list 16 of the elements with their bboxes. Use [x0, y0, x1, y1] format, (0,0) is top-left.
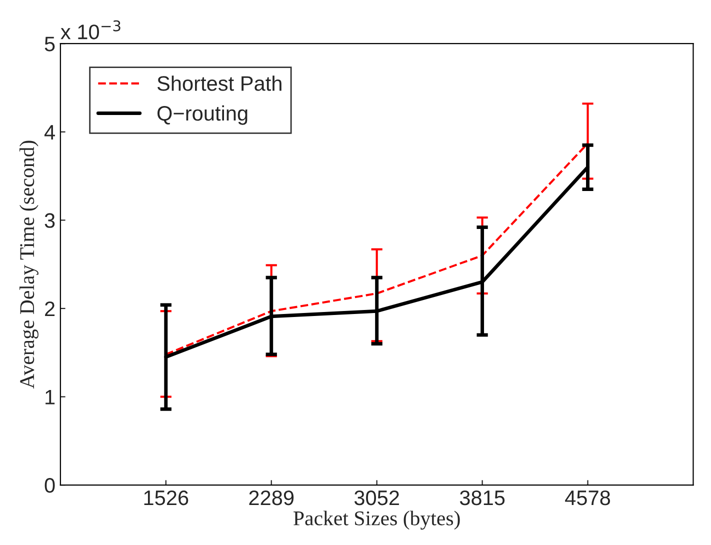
x-tick-label: 3815 — [460, 490, 505, 506]
legend-label: Shortest Path — [157, 76, 282, 91]
x-tick-label: 3052 — [354, 490, 399, 506]
x-axis-title: Packet Sizes (bytes) — [294, 510, 460, 530]
x-tick-label: 4578 — [565, 490, 610, 506]
x-tick-label: 1526 — [144, 490, 188, 506]
y-tick-label: 5 — [44, 36, 55, 52]
y-axis-title: Average Delay Time (second) — [19, 140, 38, 389]
text: x 10$^{−3}$ — [60, 20, 120, 40]
y-tick-label: 4 — [44, 125, 55, 140]
y-tick-label: 1 — [46, 390, 55, 404]
x-tick-label: 2289 — [249, 490, 294, 506]
legend-label: Q−routing — [157, 105, 248, 125]
y-tick-label: 0 — [44, 478, 55, 493]
y-tick-label: 2 — [45, 301, 55, 316]
y-tick-label: 3 — [44, 213, 55, 228]
